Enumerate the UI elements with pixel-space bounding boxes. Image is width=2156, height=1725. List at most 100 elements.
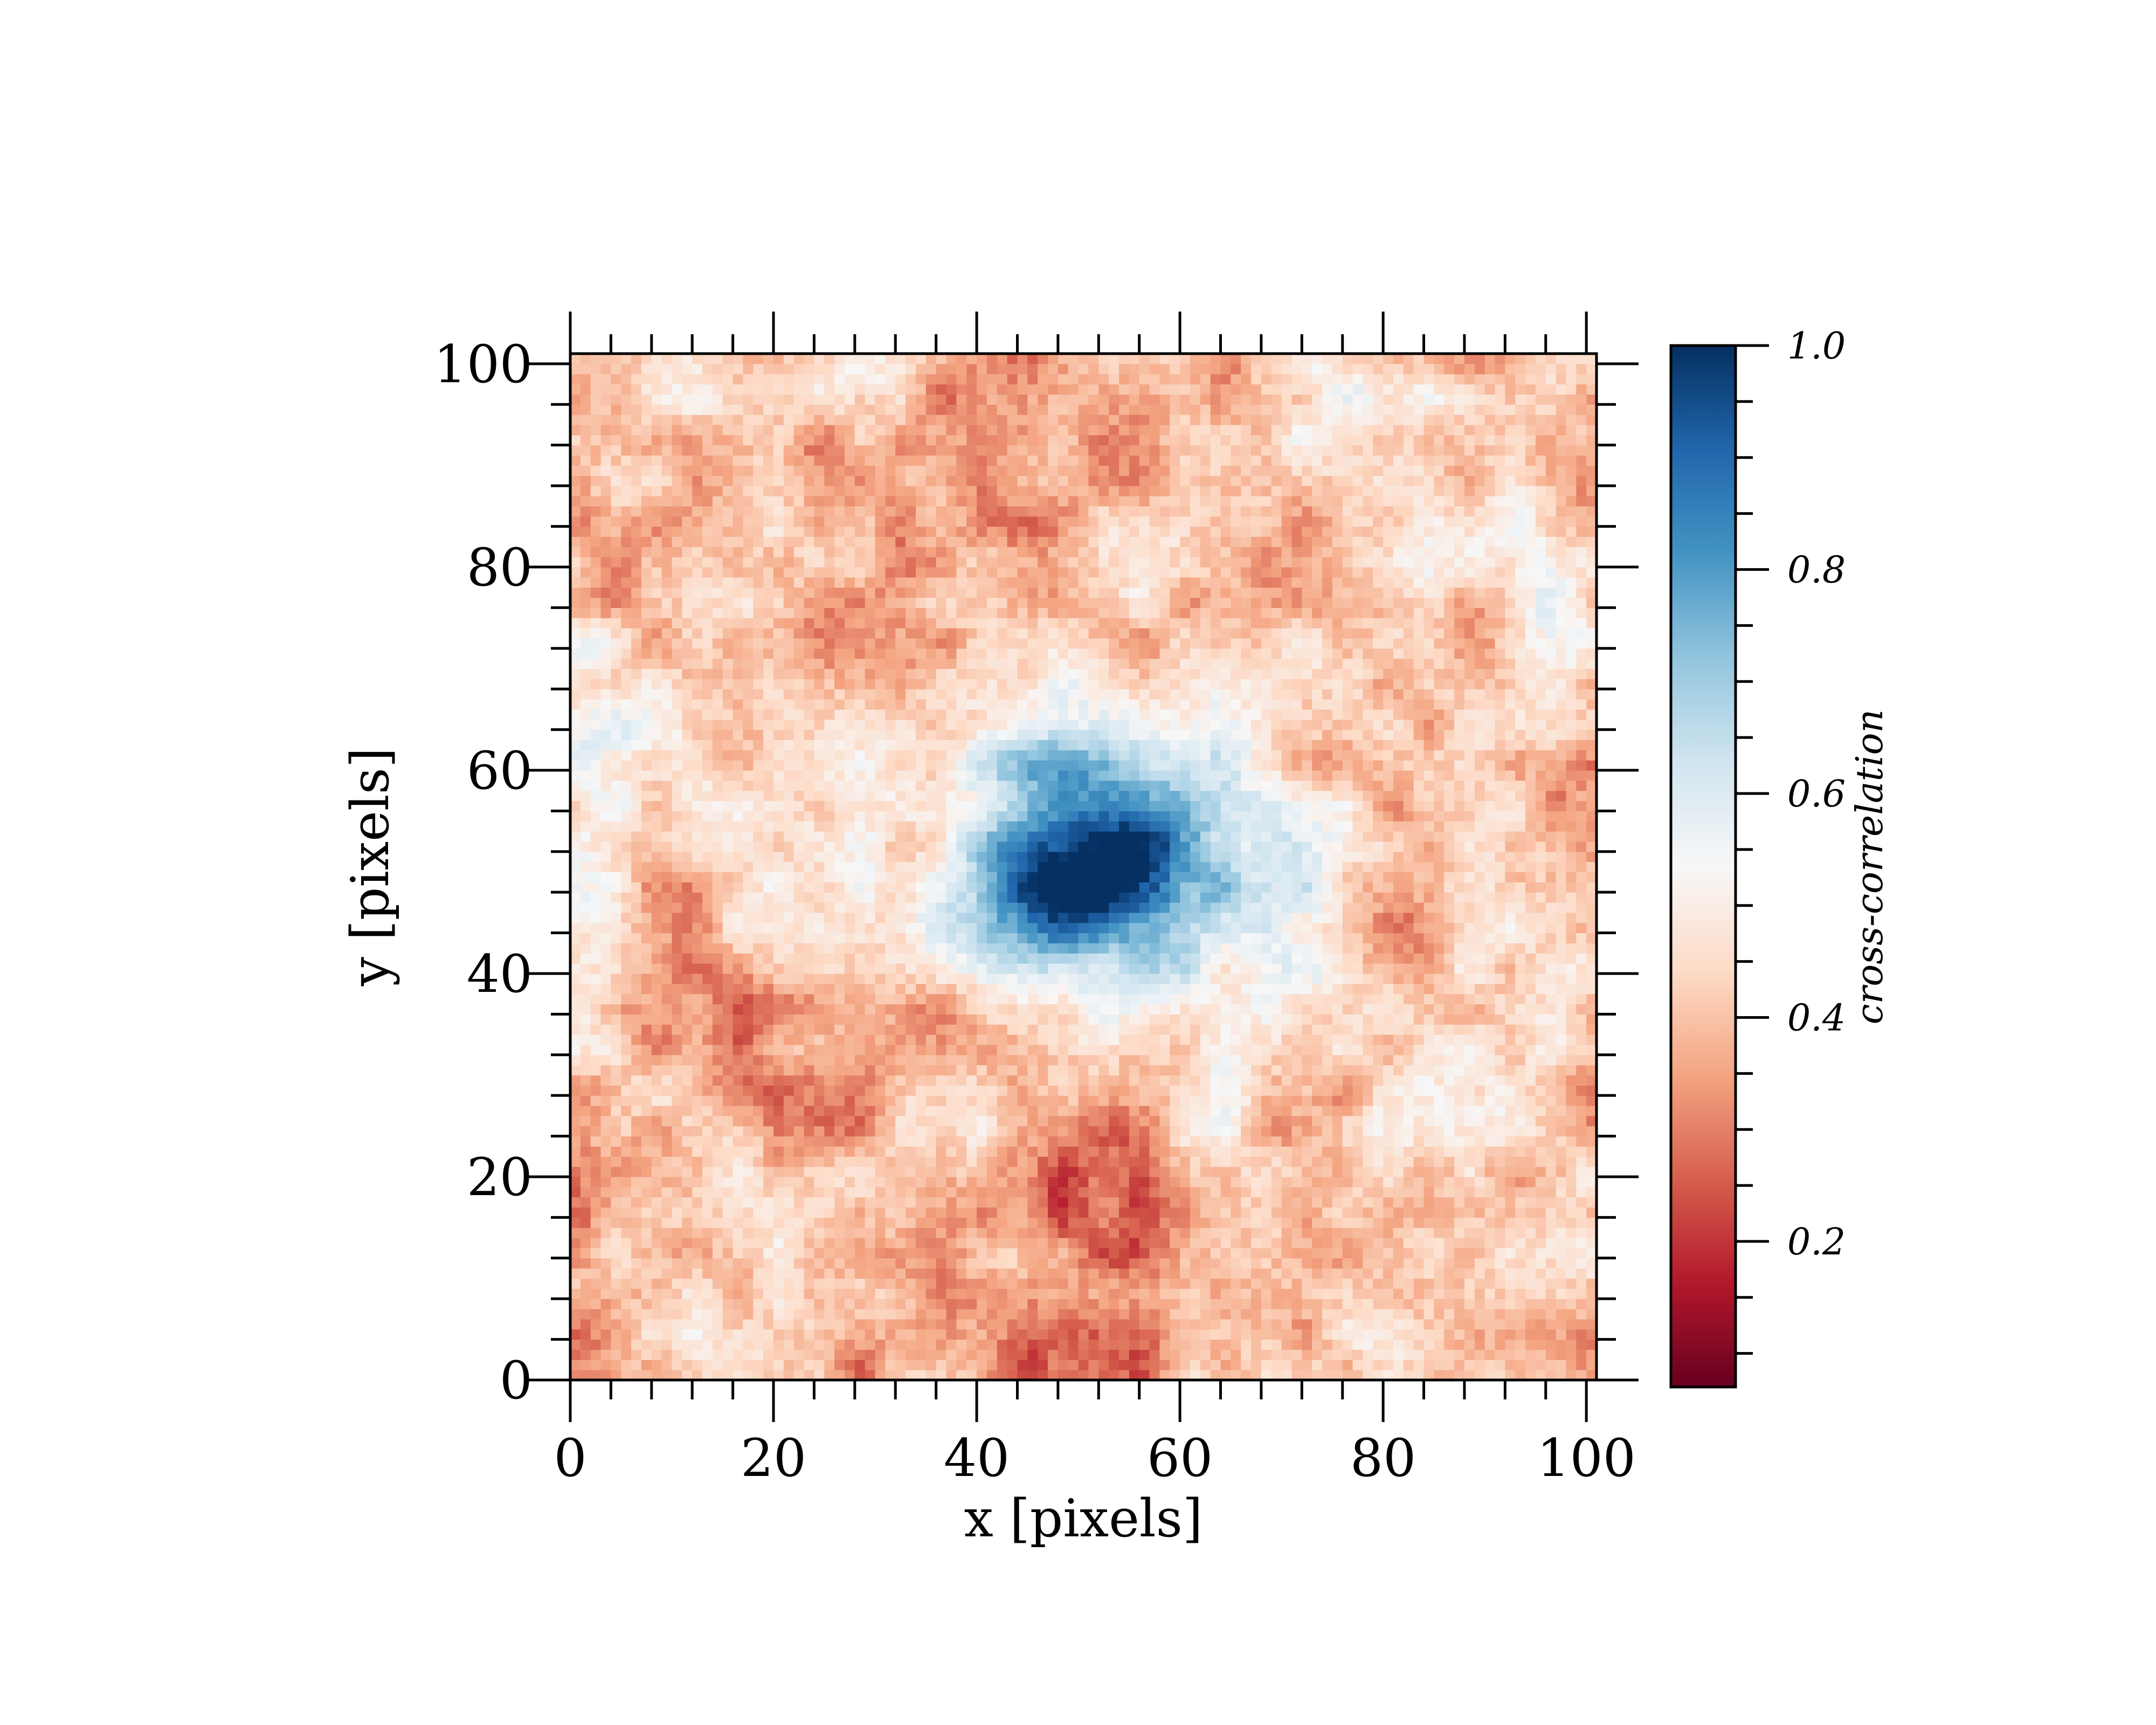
heatmap-cell [875,1146,886,1157]
heatmap-cell [1403,1176,1414,1188]
heatmap-cell [1180,1044,1191,1055]
heatmap-cell [702,933,713,943]
heatmap-cell [1393,953,1404,964]
heatmap-cell [986,1197,998,1208]
heatmap-cell [1413,1136,1425,1147]
heatmap-cell [804,1106,815,1116]
heatmap-cell [1027,943,1038,954]
heatmap-cell [722,1014,734,1025]
heatmap-cell [1484,963,1496,974]
heatmap-cell [1342,1258,1353,1269]
heatmap-cell [590,1034,602,1045]
heatmap-cell [1118,1370,1130,1381]
heatmap-cell [580,1319,591,1330]
heatmap-cell [570,1156,581,1167]
heatmap-cell [946,1115,957,1127]
heatmap-cell [1464,1054,1475,1066]
heatmap-cell [997,1268,1008,1279]
heatmap-cell [1261,1207,1272,1218]
heatmap-cell [1363,1085,1373,1096]
heatmap-cell [661,1095,673,1106]
heatmap-cell [1027,1186,1038,1198]
heatmap-cell [956,1106,967,1116]
heatmap-cell [854,933,866,943]
heatmap-cell [1525,1167,1536,1177]
heatmap-cell [1556,1004,1567,1015]
heatmap-cell [906,1085,916,1096]
heatmap-cell [1434,1339,1445,1350]
heatmap-cell [936,1004,947,1015]
heatmap-cell [1271,1197,1282,1208]
heatmap-cell [1007,1299,1018,1309]
heatmap-cell [1332,1115,1343,1127]
heatmap-cell [1342,1075,1353,1086]
heatmap-cell [621,1299,632,1309]
heatmap-cell [702,1238,713,1248]
heatmap-cell [651,1278,662,1289]
heatmap-cell [1271,882,1282,893]
heatmap-cell [1200,1176,1211,1188]
heatmap-cell [1078,1299,1089,1309]
heatmap-cell [1454,1329,1465,1340]
heatmap-cell [1322,912,1333,923]
heatmap-cell [1566,1044,1577,1055]
heatmap-cell [1291,1258,1302,1269]
heatmap-cell [1535,1207,1546,1218]
heatmap-cell [1180,1065,1191,1076]
heatmap-cell [1413,1238,1425,1248]
heatmap-cell [1220,1217,1231,1228]
heatmap-cell [1210,1207,1221,1218]
heatmap-cell [1281,1309,1293,1320]
heatmap-cell [1190,1258,1201,1269]
heatmap-cell [1495,1227,1505,1238]
heatmap-cell [712,983,723,995]
heatmap-cell [895,1299,906,1309]
heatmap-cell [682,1075,693,1086]
heatmap-cell [682,1186,693,1198]
heatmap-cell [1109,1085,1120,1096]
heatmap-cell [600,1238,611,1248]
heatmap-cell [1332,993,1343,1005]
heatmap-cell [651,1309,662,1320]
heatmap-cell [925,1024,937,1035]
heatmap-cell [743,993,754,1005]
heatmap-cell [1058,882,1069,893]
heatmap-cell [1291,1360,1302,1370]
heatmap-cell [1139,1217,1150,1228]
heatmap-cell [1190,1095,1201,1106]
heatmap-cell [641,1126,652,1137]
heatmap-cell [793,1044,805,1055]
heatmap-cell [631,1299,642,1309]
heatmap-cell [631,1044,642,1055]
heatmap-cell [1515,1075,1526,1086]
heatmap-cell [712,1136,723,1147]
heatmap-cell [763,1278,774,1289]
heatmap-cell [1403,963,1414,974]
heatmap-cell [1566,1186,1577,1198]
heatmap-cell [1200,933,1211,943]
heatmap-cell [692,912,703,923]
heatmap-cell [1454,1268,1465,1279]
heatmap-cell [1159,1278,1170,1289]
heatmap-cell [1271,1339,1282,1350]
heatmap-cell [1312,953,1323,964]
heatmap-cell [1566,882,1577,893]
heatmap-cell [854,902,866,913]
heatmap-cell [1515,983,1526,995]
heatmap-cell [1556,1349,1567,1360]
heatmap-cell [1220,1238,1231,1248]
heatmap-cell [773,1268,784,1279]
heatmap-cell [661,1370,673,1381]
heatmap-cell [1322,1136,1333,1147]
heatmap-cell [1342,983,1353,995]
heatmap-cell [570,1329,581,1340]
heatmap-cell [570,1299,581,1309]
heatmap-cell [773,1227,784,1238]
heatmap-cell [1291,1136,1302,1147]
heatmap-cell [1078,993,1089,1005]
heatmap-cell [1413,1095,1425,1106]
heatmap-cell [885,1197,896,1208]
heatmap-cell [743,1278,754,1289]
heatmap-cell [1576,933,1587,943]
heatmap-cell [1180,1319,1191,1330]
